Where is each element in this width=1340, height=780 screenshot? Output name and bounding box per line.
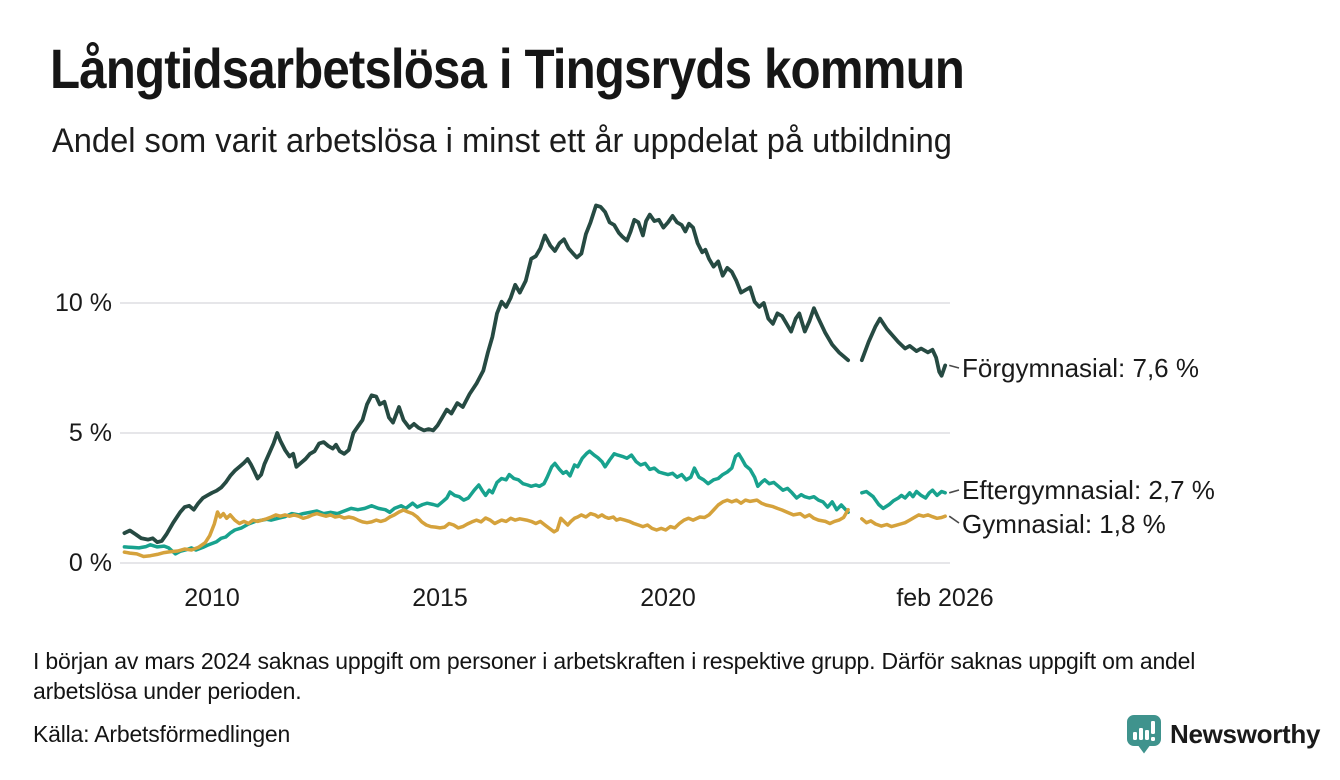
logo-wordmark: Newsworthy — [1170, 718, 1321, 749]
source-text: Källa: Arbetsförmedlingen — [33, 721, 291, 747]
y-axis-tick-0: 0 % — [68, 549, 112, 577]
y-axis-tick-10: 10 % — [55, 289, 112, 317]
page-title: Långtidsarbetslösa i Tingsryds kommun — [50, 37, 965, 100]
series-label-eftergymnasial: Eftergymnasial: 2,7 % — [962, 475, 1215, 505]
newsworthy-logo: Newsworthy — [1126, 714, 1320, 754]
page-subtitle: Andel som varit arbetslösa i minst ett å… — [52, 122, 952, 160]
x-axis-tick-2015: 2015 — [412, 584, 468, 612]
footnote-text: I början av mars 2024 saknas uppgift om … — [33, 648, 1196, 704]
series-label-gymnasial: Gymnasial: 1,8 % — [962, 509, 1166, 539]
y-axis-tick-5: 5 % — [68, 419, 112, 447]
bar-chart-pin-icon — [1126, 714, 1162, 754]
series-label-forgymnasial: Förgymnasial: 7,6 % — [962, 353, 1199, 383]
x-axis-tick-feb-2026: feb 2026 — [896, 584, 994, 612]
x-axis-tick-2020: 2020 — [640, 584, 696, 612]
x-axis-tick-2010: 2010 — [184, 584, 240, 612]
